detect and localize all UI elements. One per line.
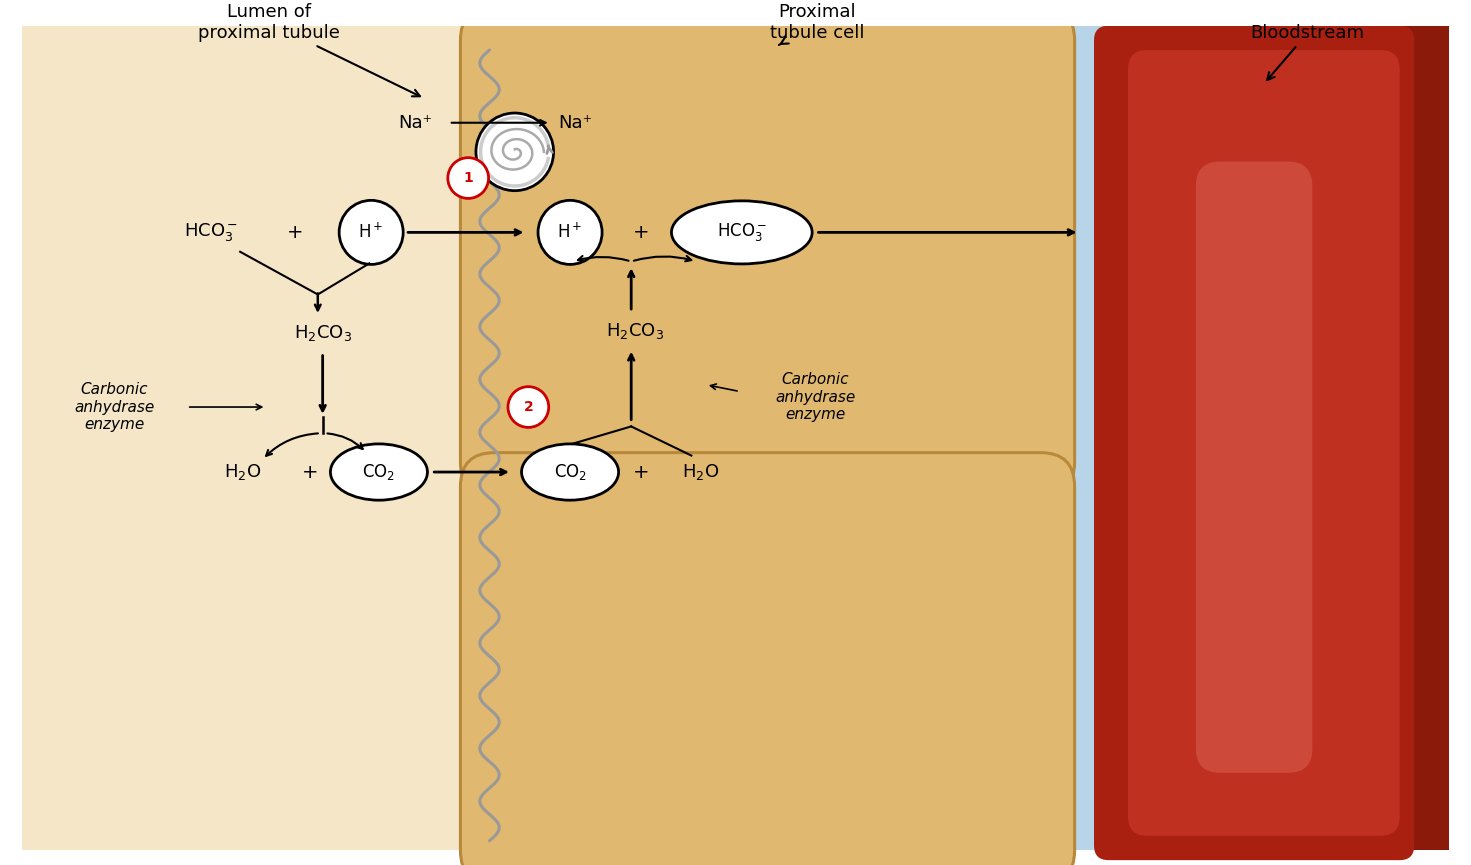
Text: Carbonic
anhydrase
enzyme: Carbonic anhydrase enzyme	[775, 373, 856, 422]
Text: CO$_2$: CO$_2$	[362, 462, 396, 482]
FancyBboxPatch shape	[1196, 162, 1312, 772]
Circle shape	[477, 113, 553, 190]
Text: Proximal
tubule cell: Proximal tubule cell	[771, 3, 865, 45]
Text: H$^+$: H$^+$	[558, 222, 583, 242]
FancyBboxPatch shape	[1128, 50, 1399, 836]
Text: Na⁺: Na⁺	[397, 113, 432, 131]
Text: H$_2$CO$_3$: H$_2$CO$_3$	[606, 321, 663, 342]
Ellipse shape	[331, 444, 428, 500]
Text: Lumen of
proximal tubule: Lumen of proximal tubule	[199, 3, 419, 96]
Bar	[22, 26, 490, 850]
Text: Carbonic
anhydrase
enzyme: Carbonic anhydrase enzyme	[74, 382, 154, 432]
Text: H$_2$O: H$_2$O	[225, 462, 262, 482]
FancyBboxPatch shape	[460, 452, 1075, 865]
Text: Na⁺: Na⁺	[558, 113, 591, 131]
FancyBboxPatch shape	[1094, 26, 1414, 860]
Circle shape	[538, 201, 602, 265]
FancyBboxPatch shape	[1118, 26, 1449, 850]
Circle shape	[507, 387, 549, 427]
FancyBboxPatch shape	[460, 6, 1075, 497]
Text: Bloodstream: Bloodstream	[1250, 24, 1365, 80]
Text: H$^+$: H$^+$	[359, 222, 384, 242]
Text: +: +	[633, 463, 649, 482]
Text: HCO$_3^-$: HCO$_3^-$	[184, 221, 238, 243]
Text: H$_2$CO$_3$: H$_2$CO$_3$	[294, 324, 352, 343]
Circle shape	[340, 201, 403, 265]
Text: CO$_2$: CO$_2$	[553, 462, 587, 482]
Text: 2: 2	[524, 400, 533, 414]
Text: +: +	[302, 463, 318, 482]
Text: H$_2$O: H$_2$O	[683, 462, 719, 482]
Text: HCO$_3^-$: HCO$_3^-$	[716, 221, 766, 243]
Text: +: +	[633, 223, 649, 242]
Circle shape	[447, 157, 488, 198]
Ellipse shape	[522, 444, 619, 500]
Ellipse shape	[671, 201, 812, 264]
Text: +: +	[287, 223, 303, 242]
Bar	[1046, 26, 1137, 850]
Text: 1: 1	[463, 171, 474, 185]
